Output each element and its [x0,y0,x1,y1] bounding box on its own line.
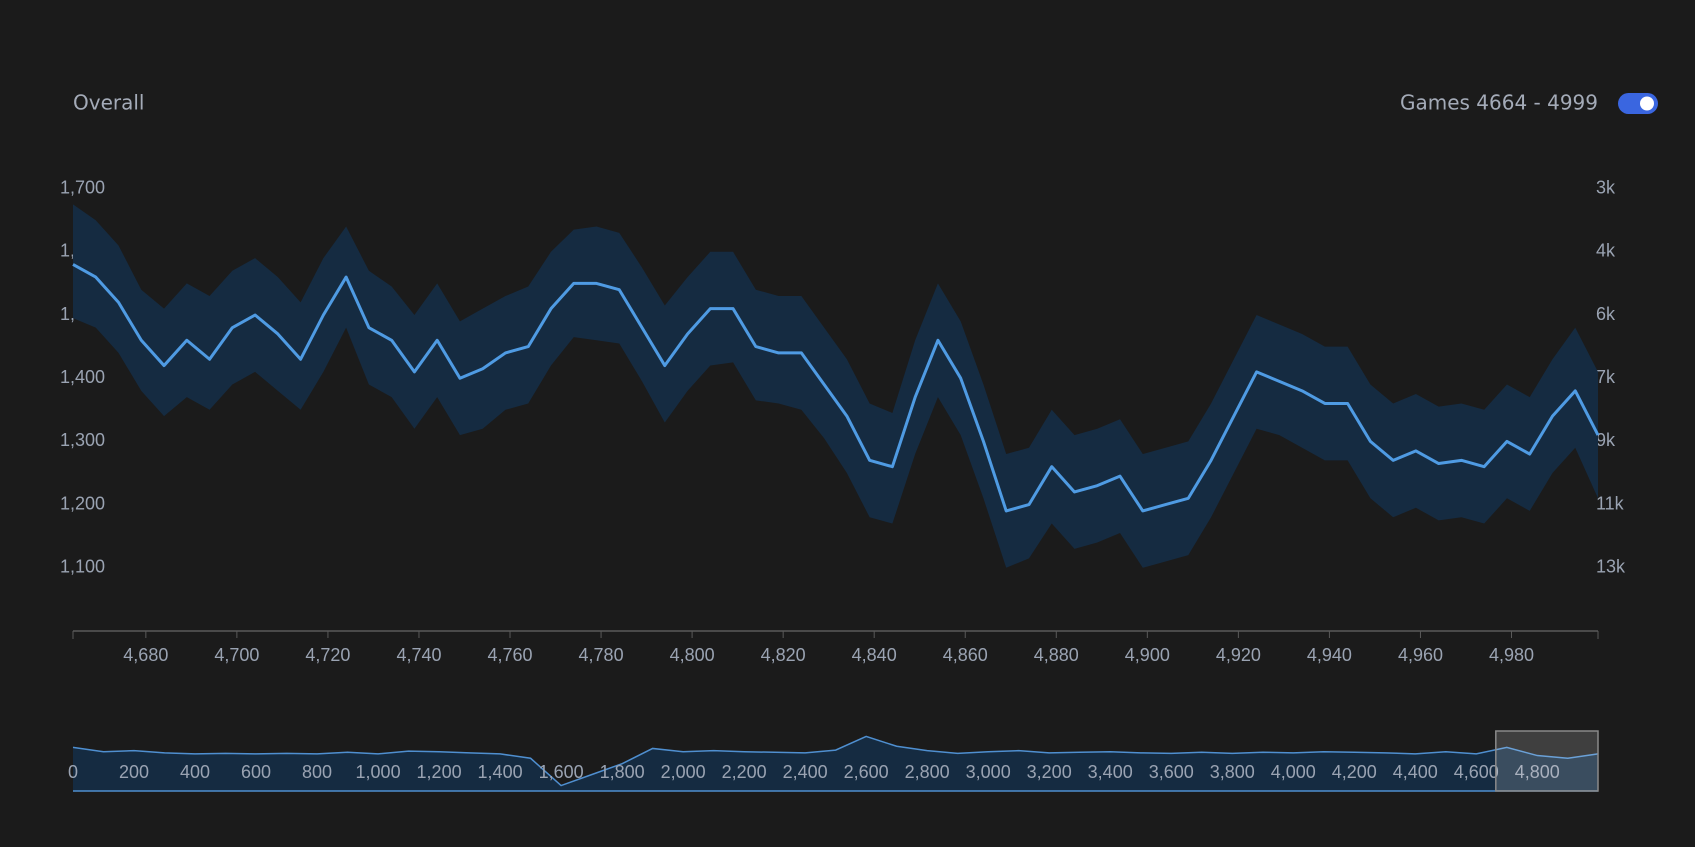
x-tick-label: 4,760 [487,645,532,665]
navigator-tick-label: 1,400 [478,762,523,782]
navigator-tick-label: 3,000 [966,762,1011,782]
y-tick-label: 1,100 [60,557,105,577]
y2-tick-label: 13k [1596,557,1626,577]
y-tick-label: 1,700 [60,177,105,197]
navigator-selection[interactable] [1495,730,1599,792]
navigator-tick-label: 1,000 [356,762,401,782]
x-tick-label: 4,980 [1489,645,1534,665]
panel-title: Overall [73,91,144,115]
navigator-tick-label: 3,800 [1210,762,1255,782]
y2-tick-label: 6k [1596,304,1616,324]
navigator-tick-label: 3,400 [1088,762,1133,782]
navigator-tick-label: 3,600 [1149,762,1194,782]
navigator-tick-label: 4,400 [1393,762,1438,782]
y2-tick-label: 4k [1596,241,1616,261]
navigator-tick-label: 4,200 [1332,762,1377,782]
navigator-tick-label: 2,400 [783,762,828,782]
navigator-tick-label: 400 [180,762,210,782]
navigator-tick-label: 600 [241,762,271,782]
navigator-tick-label: 4,800 [1515,762,1560,782]
x-tick-label: 4,920 [1216,645,1261,665]
x-tick-label: 4,940 [1307,645,1352,665]
x-tick-label: 4,840 [852,645,897,665]
x-tick-label: 4,900 [1125,645,1170,665]
rating-line [72,263,1600,513]
navigator-tick-label: 0 [68,762,78,782]
y2-tick-label: 9k [1596,430,1616,450]
y-tick-label: 1,400 [60,367,105,387]
navigator-tick-label: 3,200 [1027,762,1072,782]
navigator-tick-label: 2,600 [844,762,889,782]
y2-tick-label: 3k [1596,177,1616,197]
navigator-tick-label: 1,800 [600,762,645,782]
x-tick-label: 4,700 [214,645,259,665]
toggle-knob[interactable] [1640,96,1654,111]
toggle[interactable] [1618,93,1658,114]
navigator-tick-label: 2,000 [661,762,706,782]
y-tick-label: 1,200 [60,493,105,513]
x-tick-label: 4,680 [123,645,168,665]
confidence-band [73,204,1598,568]
x-tick-label: 4,800 [670,645,715,665]
x-tick-label: 4,720 [305,645,350,665]
navigator-tick-label: 2,800 [905,762,950,782]
range-label: Games 4664 - 4999 [1400,91,1598,115]
navigator-area [73,736,1598,791]
navigator-tick-label: 1,200 [417,762,462,782]
x-tick-label: 4,860 [943,645,988,665]
y2-tick-label: 11k [1596,493,1625,513]
y-tick-label: 1,300 [60,430,105,450]
navigator-tick-label: 4,600 [1454,762,1499,782]
x-tick-label: 4,820 [761,645,806,665]
navigator-line [72,735,1599,787]
x-tick-label: 4,740 [396,645,441,665]
navigator-tick-label: 1,600 [539,762,584,782]
navigator-tick-label: 200 [119,762,149,782]
navigator-tick-label: 2,200 [722,762,767,782]
x-tick-label: 4,780 [579,645,624,665]
navigator-tick-label: 800 [302,762,332,782]
x-tick-label: 4,960 [1398,645,1443,665]
y2-tick-label: 7k [1596,367,1616,387]
x-tick-label: 4,880 [1034,645,1079,665]
navigator-tick-label: 4,000 [1271,762,1316,782]
